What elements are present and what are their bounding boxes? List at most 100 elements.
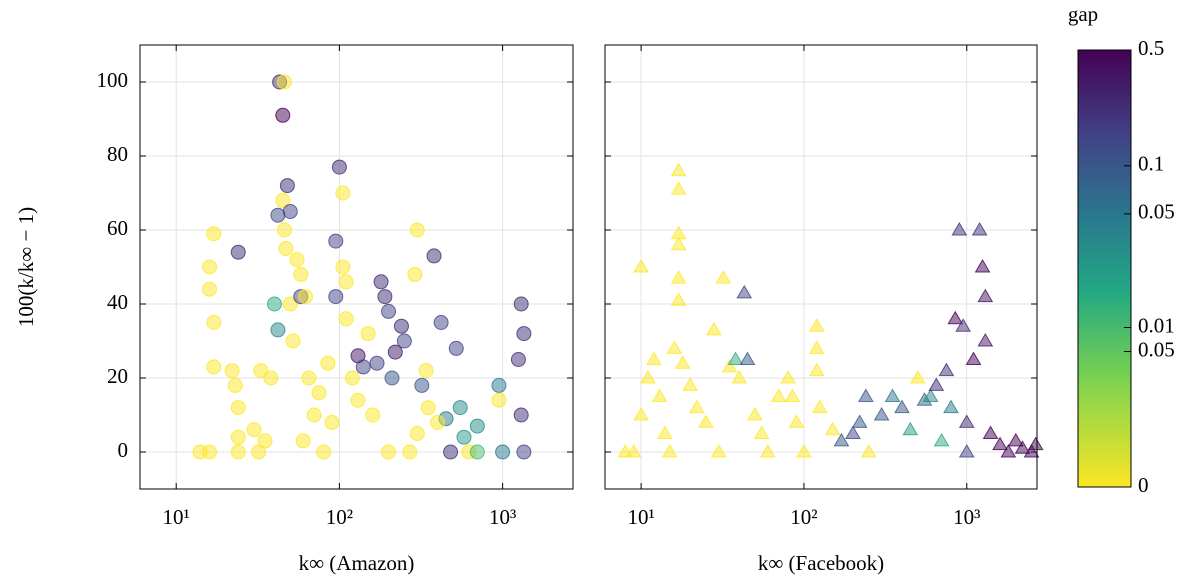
point (674, 355, 691, 369)
point (710, 444, 727, 458)
point (491, 377, 507, 393)
point (706, 321, 722, 336)
point (727, 351, 744, 365)
point (1007, 432, 1024, 447)
y-tick-label: 20 (107, 364, 128, 388)
point (373, 274, 389, 290)
point (974, 259, 991, 273)
point (753, 425, 770, 439)
point (202, 444, 218, 460)
point (721, 358, 738, 373)
point (947, 310, 964, 325)
point (338, 311, 354, 327)
point (651, 388, 668, 402)
x-tick-label: 10² (790, 505, 817, 529)
point (270, 322, 286, 338)
point (469, 444, 485, 460)
point (958, 414, 975, 428)
plot-frame (604, 44, 1038, 490)
point (982, 425, 999, 439)
point (331, 159, 347, 175)
point (266, 296, 282, 312)
point (811, 399, 828, 414)
point (1000, 444, 1017, 458)
point (909, 370, 926, 384)
point (977, 333, 994, 347)
point (350, 392, 366, 408)
x-axis-label: k∞ (Amazon) (299, 551, 415, 575)
point (495, 444, 511, 460)
point (808, 340, 825, 354)
point (263, 370, 279, 386)
x-tick-label: 10³ (953, 505, 980, 529)
x-axis-label: k∞ (Facebook) (758, 551, 884, 575)
point (360, 326, 376, 342)
point (224, 363, 240, 379)
point (971, 222, 988, 236)
point (338, 274, 354, 290)
point (682, 377, 699, 391)
point (670, 236, 687, 251)
point (796, 444, 812, 458)
point (285, 333, 301, 349)
point (298, 289, 314, 305)
point (788, 414, 805, 428)
y-tick-label: 40 (107, 290, 128, 314)
point (230, 244, 246, 260)
point (433, 315, 449, 330)
point (633, 407, 649, 421)
point (377, 289, 393, 305)
point (202, 281, 218, 297)
point (639, 370, 656, 384)
point (657, 425, 673, 439)
point (295, 433, 311, 449)
point (253, 363, 269, 379)
point (1023, 444, 1040, 458)
y-tick-label: 0 (118, 438, 129, 462)
point (202, 259, 218, 275)
colorbar-tick-label: 0.05 (1138, 337, 1175, 361)
point (731, 370, 748, 384)
point (516, 326, 532, 342)
y-tick-label: 60 (107, 216, 128, 240)
point (206, 315, 222, 330)
point (747, 407, 763, 421)
point (922, 388, 939, 402)
point (335, 185, 351, 201)
point (894, 399, 910, 414)
point (736, 284, 753, 299)
point (311, 385, 327, 401)
point (369, 355, 385, 371)
point (977, 288, 994, 303)
point (293, 266, 309, 282)
point (943, 399, 959, 414)
colorbar-label: gap (1068, 2, 1098, 26)
point (289, 252, 305, 268)
point (301, 370, 317, 386)
point (698, 414, 714, 428)
point (276, 74, 292, 90)
point (933, 432, 950, 447)
plot-frame (139, 44, 574, 490)
point (851, 414, 868, 428)
point (1014, 440, 1031, 454)
colorbar-tick-label: 0.5 (1138, 36, 1164, 60)
point (320, 355, 336, 371)
point (206, 226, 222, 242)
point (857, 388, 874, 402)
point (780, 370, 797, 384)
colorbar-tick-label: 0.05 (1138, 200, 1175, 224)
point (275, 192, 291, 208)
point (381, 303, 397, 319)
point (355, 359, 371, 375)
point (282, 204, 298, 219)
point (958, 444, 975, 458)
point (456, 429, 472, 445)
point (670, 181, 687, 195)
point (646, 351, 662, 365)
point (381, 444, 397, 460)
point (625, 444, 642, 458)
point (414, 377, 430, 393)
